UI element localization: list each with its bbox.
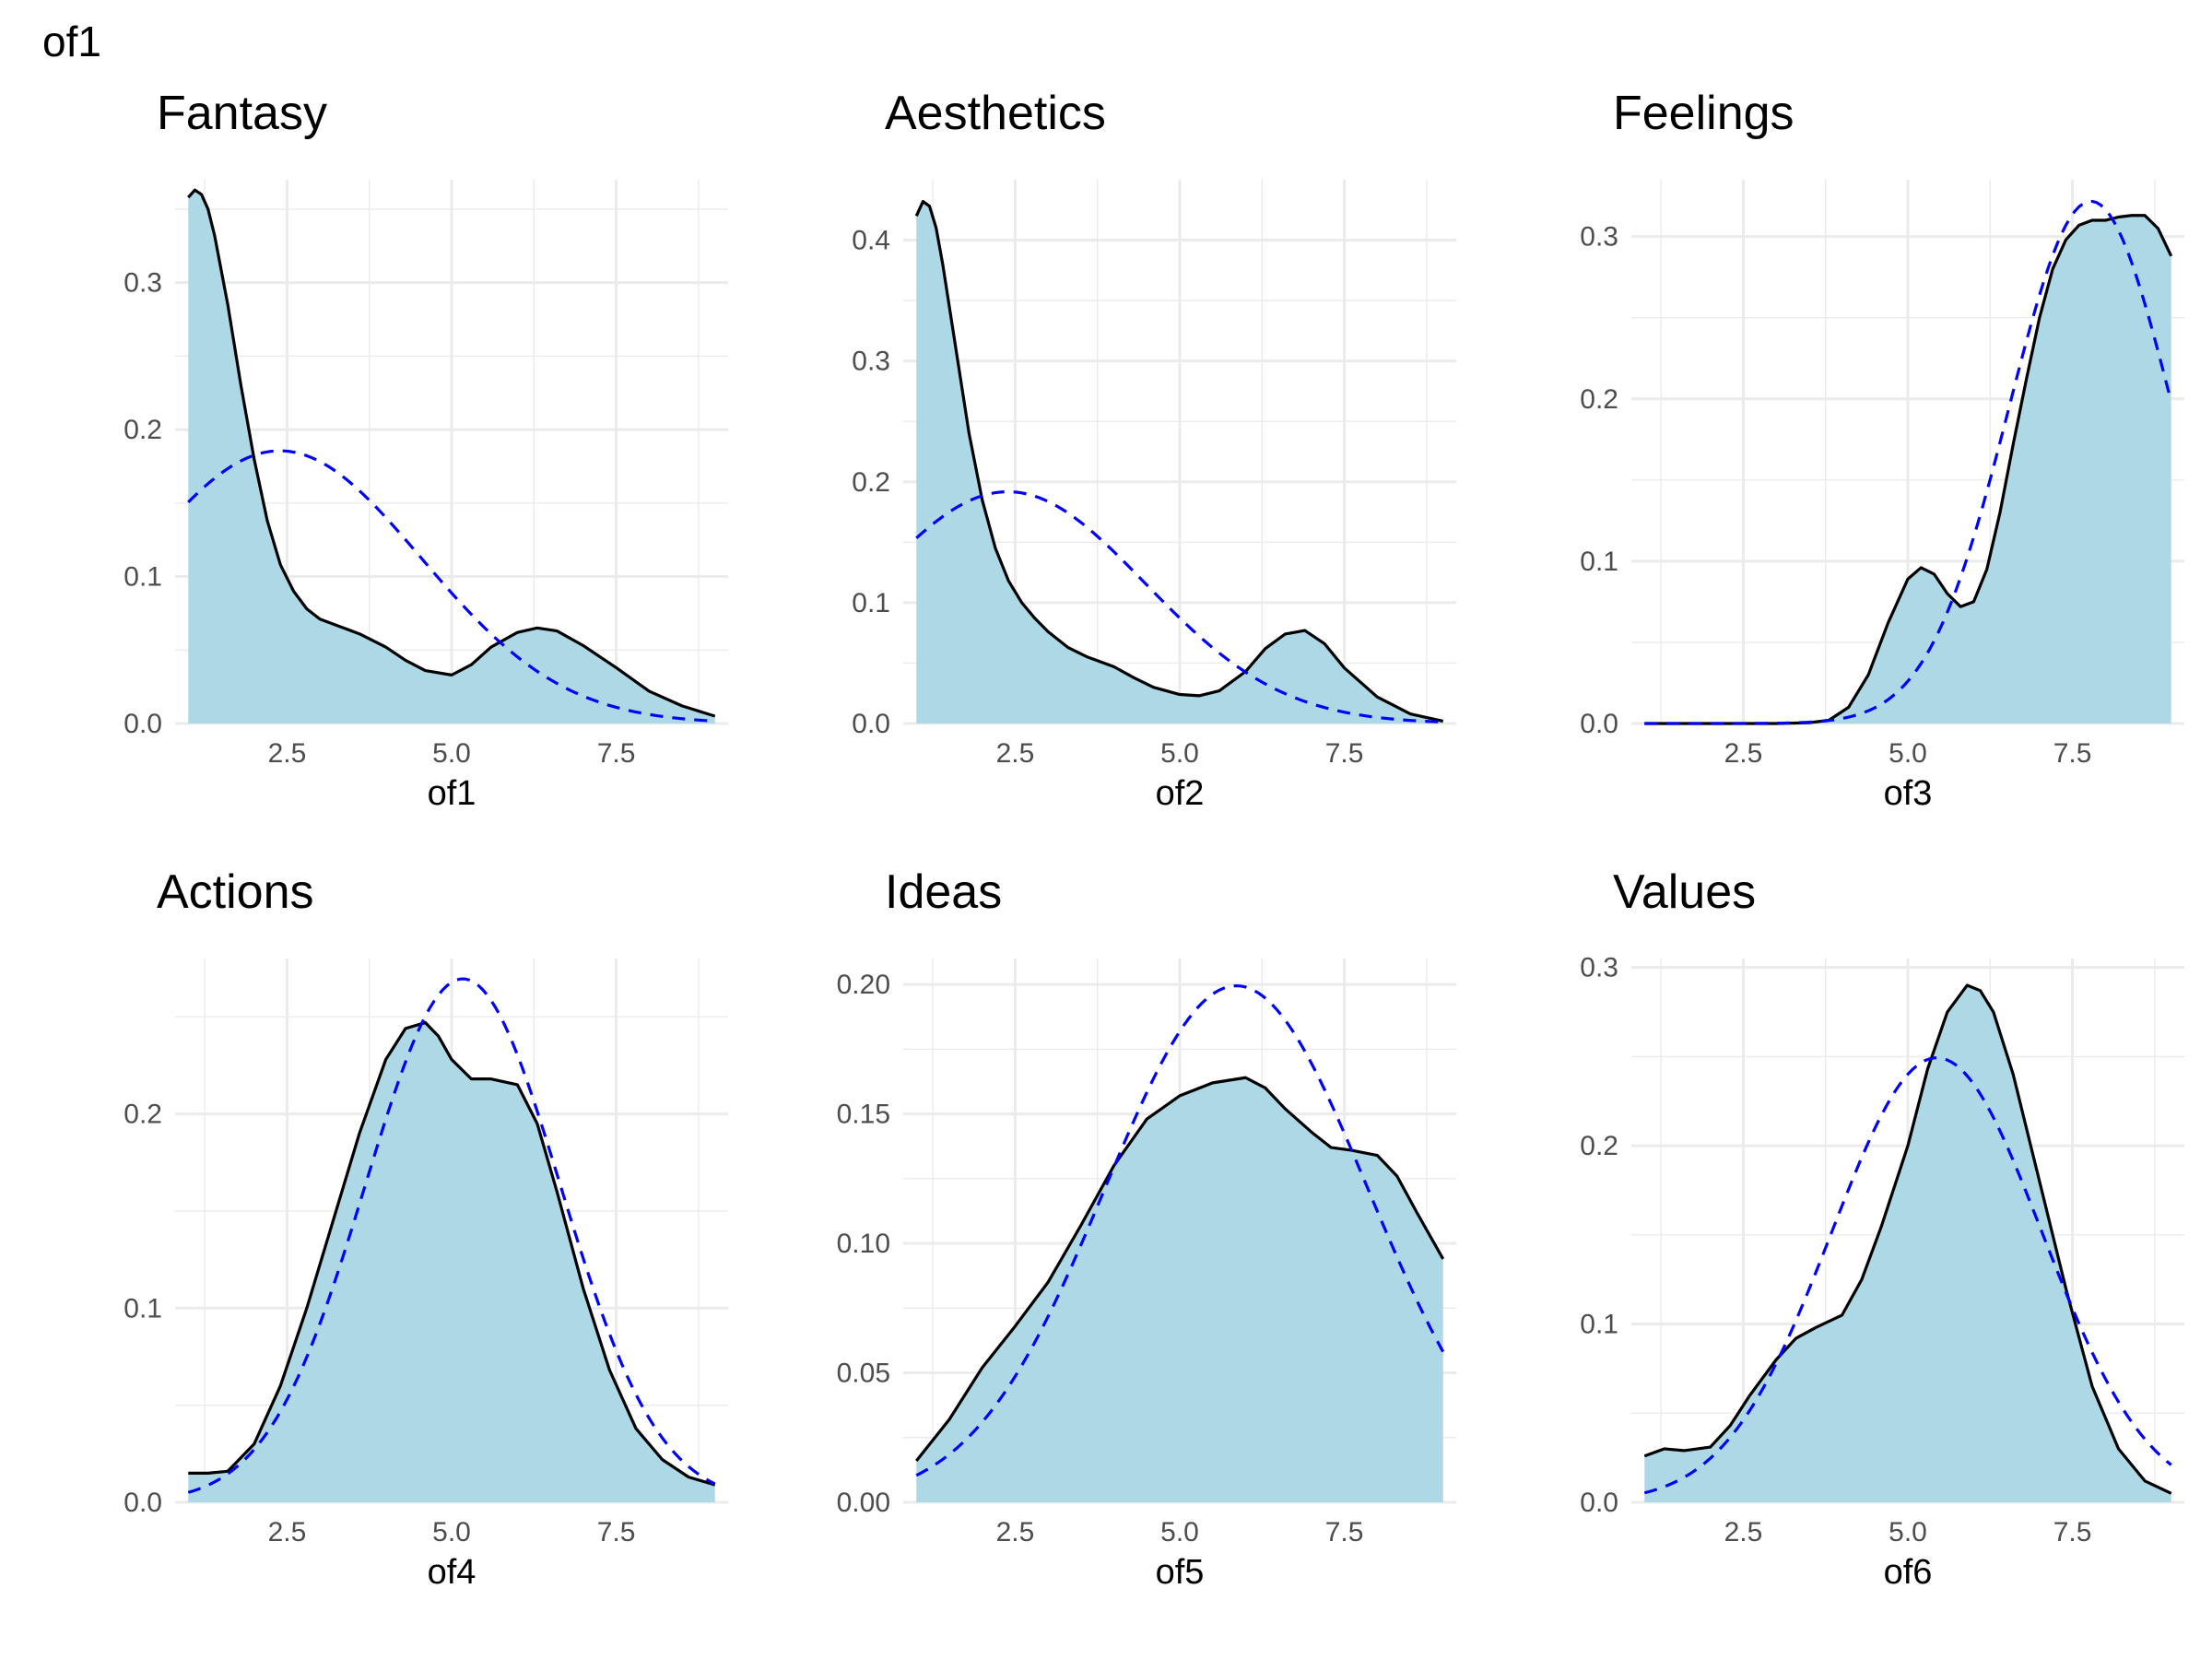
- y-tick-label: 0.3: [1580, 953, 1618, 983]
- x-tick-label: 5.0: [432, 1517, 471, 1547]
- y-tick-label: 0.3: [852, 347, 890, 377]
- normal-curve-line: [187, 449, 715, 723]
- x-tick-label: 7.5: [597, 1517, 636, 1547]
- y-tick-label: 0.2: [124, 415, 162, 445]
- x-tick-label: 5.0: [432, 738, 471, 769]
- density-area: [188, 1022, 715, 1502]
- x-tick-label: 2.5: [996, 738, 1035, 769]
- y-tick-label: 0.2: [852, 467, 890, 498]
- y-tick-label: 0.0: [1580, 1488, 1618, 1518]
- x-tick-label: 7.5: [1325, 738, 1364, 769]
- x-tick-label: 5.0: [1160, 1517, 1199, 1547]
- panel-values: 0.0 0.1 0.2 0.3 2.5 5.0 7.5 of6 Values: [1580, 865, 2184, 1592]
- x-tick-label: 5.0: [1888, 1517, 1927, 1547]
- panel-ideas: 0.00 0.05 0.10 0.15 0.20 2.5 5.0 7.5 of5 Ideas: [837, 865, 1456, 1592]
- x-tick-label: 5.0: [1160, 738, 1199, 769]
- y-tick-label: 0.0: [852, 709, 890, 739]
- x-tick-label: 2.5: [996, 1517, 1035, 1547]
- panel-title-feelings: Feelings: [1613, 87, 1794, 140]
- x-tick-label: 7.5: [2053, 738, 2092, 769]
- y-tick-label: 0.2: [1580, 384, 1618, 415]
- panel-title-fantasy: Fantasy: [157, 87, 327, 140]
- density-area: [916, 201, 1443, 724]
- normal-curve-line: [1643, 1056, 2172, 1495]
- y-tick-label: 0.2: [124, 1100, 162, 1130]
- density-line: [187, 188, 716, 718]
- page-title: of1: [42, 18, 101, 65]
- y-tick-label: 0.2: [1580, 1131, 1618, 1161]
- y-tick-label: 0.3: [124, 268, 162, 299]
- x-tick-label: 7.5: [1325, 1517, 1364, 1547]
- normal-curve-line: [915, 983, 1445, 1477]
- x-tick-label: 2.5: [1724, 1517, 1763, 1547]
- density-line: [915, 1076, 1445, 1463]
- normal-curve-line: [187, 977, 716, 1494]
- y-tick-label: 0.1: [1580, 547, 1618, 577]
- y-tick-label: 0.1: [852, 588, 890, 618]
- y-tick-label: 0.15: [837, 1100, 890, 1130]
- density-area: [1644, 215, 2171, 724]
- panel-title-aesthetics: Aesthetics: [885, 87, 1106, 140]
- panel-title-ideas: Ideas: [885, 865, 1002, 919]
- y-tick-label: 0.1: [124, 1293, 162, 1324]
- y-tick-label: 0.3: [1580, 222, 1618, 253]
- x-tick-label: 2.5: [268, 738, 307, 769]
- x-tick-label: 7.5: [2053, 1517, 2092, 1547]
- y-tick-label: 0.0: [1580, 709, 1618, 739]
- panel-aesthetics: 0.0 0.1 0.2 0.3 0.4 2.5 5.0 7.5 of2 Aesthetics: [852, 87, 1456, 813]
- density-area: [1644, 985, 2171, 1502]
- x-tick-label: 7.5: [597, 738, 636, 769]
- y-tick-label: 0.4: [852, 226, 890, 256]
- y-tick-label: 0.0: [124, 1488, 162, 1518]
- y-tick-label: 0.0: [124, 709, 162, 739]
- x-axis-label-of6: of6: [1884, 1553, 1933, 1592]
- density-line: [914, 200, 1444, 723]
- panel-feelings: 0.0 0.1 0.2 0.3 2.5 5.0 7.5 of3 Feelings: [1580, 87, 2184, 813]
- density-area: [916, 1077, 1443, 1502]
- y-tick-label: 0.1: [1580, 1310, 1618, 1340]
- density-line: [1644, 214, 2173, 725]
- panel-title-values: Values: [1613, 865, 1756, 919]
- y-tick-label: 0.20: [837, 970, 890, 1000]
- density-area: [188, 190, 715, 724]
- y-tick-label: 0.10: [837, 1229, 890, 1259]
- y-tick-label: 0.05: [837, 1359, 890, 1389]
- x-axis-label-of2: of2: [1156, 774, 1205, 813]
- panel-actions: 0.0 0.1 0.2 2.5 5.0 7.5 of4 Actions: [124, 865, 728, 1592]
- normal-curve-line: [915, 489, 1443, 724]
- panel-fantasy: 0.0 0.1 0.2 0.3 2.5 5.0 7.5 of1 Fantasy: [124, 87, 728, 813]
- x-axis-label-of5: of5: [1156, 1553, 1205, 1592]
- density-line: [188, 1020, 716, 1487]
- y-tick-label: 0.00: [837, 1488, 890, 1518]
- x-tick-label: 5.0: [1888, 738, 1927, 769]
- x-axis-label-of1: of1: [428, 774, 477, 813]
- x-axis-label-of3: of3: [1884, 774, 1933, 813]
- x-tick-label: 2.5: [268, 1517, 307, 1547]
- x-axis-label-of4: of4: [428, 1553, 477, 1592]
- normal-curve-line: [1644, 199, 2173, 725]
- y-tick-label: 0.1: [124, 562, 162, 593]
- density-line: [1643, 983, 2172, 1495]
- panel-title-actions: Actions: [157, 865, 314, 919]
- x-tick-label: 2.5: [1724, 738, 1763, 769]
